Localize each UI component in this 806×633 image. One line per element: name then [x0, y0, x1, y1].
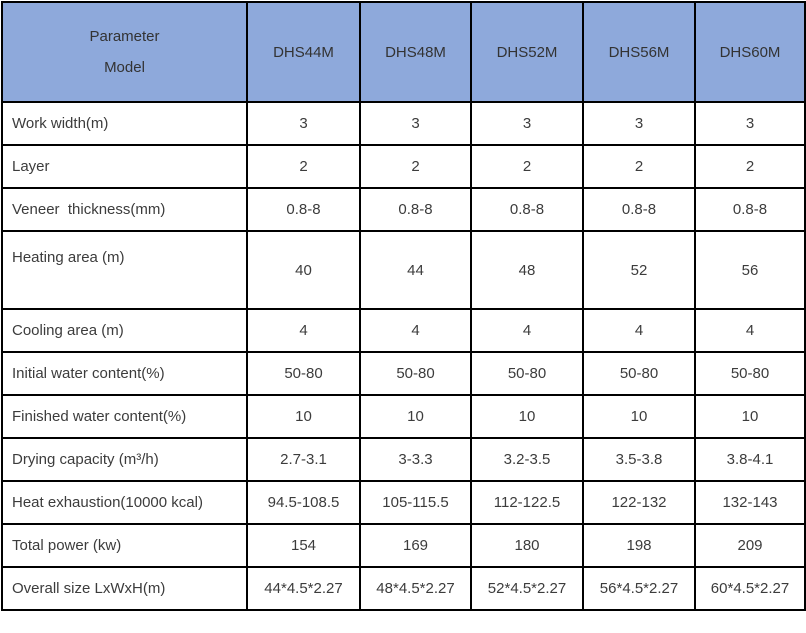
value-cell: 4 [246, 308, 361, 353]
value-cell: 3.2-3.5 [470, 437, 584, 482]
table-row-heating-area: Heating area (m) 40 44 48 52 56 [1, 230, 806, 310]
value-cell: 56 [694, 230, 806, 310]
row-label-cell: Initial water content(%) [1, 351, 248, 396]
value-cell: 3 [694, 101, 806, 146]
row-label-cell: Drying capacity (m³/h) [1, 437, 248, 482]
value-cell: 3.8-4.1 [694, 437, 806, 482]
row-label-cell: Overall size LxWxH(m) [1, 566, 248, 611]
value-cell: 105-115.5 [359, 480, 472, 525]
value-cell: 4 [359, 308, 472, 353]
row-label-cell: Finished water content(%) [1, 394, 248, 439]
header-row: Parameter Model DHS44M DHS48M DHS52M DHS… [1, 1, 806, 103]
value-cell: 3 [246, 101, 361, 146]
row-label-cell: Cooling area (m) [1, 308, 248, 353]
value-cell: 0.8-8 [470, 187, 584, 232]
value-cell: 4 [582, 308, 696, 353]
value-cell: 48 [470, 230, 584, 310]
value-cell: 56*4.5*2.27 [582, 566, 696, 611]
value-cell: 10 [470, 394, 584, 439]
value-cell: 3-3.3 [359, 437, 472, 482]
value-cell: 2.7-3.1 [246, 437, 361, 482]
value-cell: 180 [470, 523, 584, 568]
table-row-cooling-area: Cooling area (m) 4 4 4 4 4 [1, 308, 806, 353]
product-spec-table: Parameter Model DHS44M DHS48M DHS52M DHS… [1, 1, 806, 611]
model-label: Model [104, 59, 145, 76]
model-header-cell: DHS56M [582, 1, 696, 103]
value-cell: 2 [246, 144, 361, 189]
value-cell: 2 [470, 144, 584, 189]
table-row-heat-exhaustion: Heat exhaustion(10000 kcal) 94.5-108.5 1… [1, 480, 806, 525]
value-cell: 3 [359, 101, 472, 146]
row-label-cell: Veneer thickness(mm) [1, 187, 248, 232]
value-cell: 2 [582, 144, 696, 189]
value-cell: 40 [246, 230, 361, 310]
value-cell: 122-132 [582, 480, 696, 525]
value-cell: 112-122.5 [470, 480, 584, 525]
value-cell: 94.5-108.5 [246, 480, 361, 525]
model-header-cell: DHS52M [470, 1, 584, 103]
value-cell: 4 [470, 308, 584, 353]
value-cell: 10 [246, 394, 361, 439]
row-label-cell: Work width(m) [1, 101, 248, 146]
table-row-finished-water-content: Finished water content(%) 10 10 10 10 10 [1, 394, 806, 439]
value-cell: 0.8-8 [359, 187, 472, 232]
value-cell: 2 [694, 144, 806, 189]
value-cell: 60*4.5*2.27 [694, 566, 806, 611]
value-cell: 10 [694, 394, 806, 439]
table-row-total-power: Total power (kw) 154 169 180 198 209 [1, 523, 806, 568]
row-label-cell: Total power (kw) [1, 523, 248, 568]
value-cell: 50-80 [359, 351, 472, 396]
value-cell: 44*4.5*2.27 [246, 566, 361, 611]
value-cell: 0.8-8 [246, 187, 361, 232]
value-cell: 0.8-8 [694, 187, 806, 232]
value-cell: 154 [246, 523, 361, 568]
value-cell: 209 [694, 523, 806, 568]
model-header-cell: DHS48M [359, 1, 472, 103]
table-row-veneer-thickness: Veneer thickness(mm) 0.8-8 0.8-8 0.8-8 0… [1, 187, 806, 232]
row-label-cell: Layer [1, 144, 248, 189]
model-header-cell: DHS44M [246, 1, 361, 103]
page: Parameter Model DHS44M DHS48M DHS52M DHS… [1, 1, 806, 611]
value-cell: 132-143 [694, 480, 806, 525]
parameter-label: Parameter [89, 28, 160, 45]
value-cell: 3.5-3.8 [582, 437, 696, 482]
model-header-cell: DHS60M [694, 1, 806, 103]
value-cell: 50-80 [694, 351, 806, 396]
row-label-cell: Heating area (m) [1, 230, 248, 310]
table-row-layer: Layer 2 2 2 2 2 [1, 144, 806, 189]
table-row-drying-capacity: Drying capacity (m³/h) 2.7-3.1 3-3.3 3.2… [1, 437, 806, 482]
value-cell: 50-80 [246, 351, 361, 396]
param-model-header-cell: Parameter Model [1, 1, 248, 103]
table-row-initial-water-content: Initial water content(%) 50-80 50-80 50-… [1, 351, 806, 396]
value-cell: 50-80 [582, 351, 696, 396]
value-cell: 50-80 [470, 351, 584, 396]
value-cell: 4 [694, 308, 806, 353]
value-cell: 2 [359, 144, 472, 189]
value-cell: 198 [582, 523, 696, 568]
table-row-work-width: Work width(m) 3 3 3 3 3 [1, 101, 806, 146]
value-cell: 48*4.5*2.27 [359, 566, 472, 611]
value-cell: 0.8-8 [582, 187, 696, 232]
value-cell: 52*4.5*2.27 [470, 566, 584, 611]
row-label-cell: Heat exhaustion(10000 kcal) [1, 480, 248, 525]
table-row-overall-size: Overall size LxWxH(m) 44*4.5*2.27 48*4.5… [1, 566, 806, 611]
value-cell: 52 [582, 230, 696, 310]
value-cell: 10 [582, 394, 696, 439]
value-cell: 3 [582, 101, 696, 146]
value-cell: 3 [470, 101, 584, 146]
value-cell: 44 [359, 230, 472, 310]
value-cell: 10 [359, 394, 472, 439]
value-cell: 169 [359, 523, 472, 568]
